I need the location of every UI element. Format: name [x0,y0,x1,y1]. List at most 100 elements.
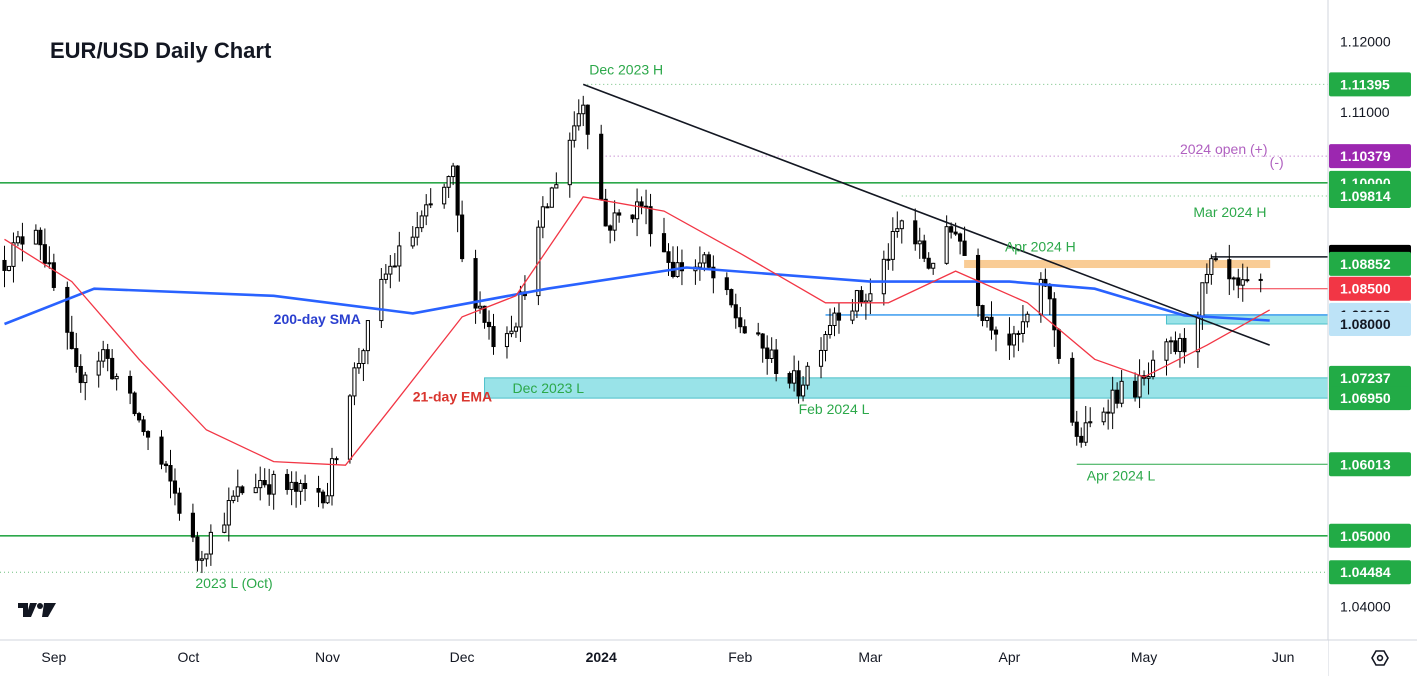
tradingview-logo[interactable] [18,603,56,617]
candle-body-148 [926,257,931,269]
candle-body-64 [397,245,402,267]
candle-body-40 [253,487,258,494]
candle-body-36 [226,500,231,526]
price-tag-3[interactable] [1329,144,1411,169]
candle-body-70 [442,186,447,205]
candle-body-67 [419,215,424,229]
candle-body-17 [105,349,110,359]
annotation-3: 2024 open (+) [1180,141,1268,157]
price-tick-0: 1.12000 [1340,34,1391,50]
candle-body-123 [769,349,774,360]
candle-body-96 [603,198,608,227]
price-tag-1[interactable] [1329,523,1411,548]
candle-body-164 [1025,313,1030,323]
candle-body-63 [392,265,397,268]
price-tag-label-7: 1.08500 [1340,281,1391,297]
candle-body-199 [1245,279,1250,282]
candle-body-16 [101,349,106,362]
price-tag-label-6: 1.08852 [1340,256,1391,272]
candle-body-50 [316,488,321,493]
candle-body-133 [832,312,837,327]
candle-body-187 [1173,340,1178,352]
candle-body-68 [424,204,429,217]
candle-body-30 [190,512,195,538]
time-tick-8: May [1131,649,1157,665]
candle-body-190 [1195,315,1200,353]
candle-body-97 [608,225,613,231]
candle-body-115 [724,277,729,291]
time-axis-panel[interactable] [0,640,1328,676]
downtrend-line[interactable] [582,83,1270,346]
time-tick-6: Mar [858,649,882,665]
candle-body-58 [361,350,366,365]
price-tag-9[interactable] [1329,312,1411,336]
candle-body-98 [612,212,617,231]
candle-body-167 [1047,285,1052,300]
candle-body-143 [895,228,900,232]
candle-body-161 [1011,333,1017,346]
levels-layer [0,83,1328,573]
candle-body-35 [222,524,227,533]
tradingview-logo-dot [37,603,43,609]
price-tag-11[interactable] [1329,386,1411,411]
candle-body-69 [428,203,433,206]
time-tick-4: 2024 [586,649,617,665]
price-tag-10[interactable] [1329,365,1411,390]
candle-body-104 [648,206,653,235]
price-tag-label-9: 1.08000 [1340,316,1391,332]
candle-body-1 [6,265,12,271]
candle-body-189 [1182,337,1187,353]
settings-icon[interactable] [1371,650,1389,666]
candle-body-138 [863,300,868,303]
candle-body-9 [51,262,56,288]
candle-body-113 [706,254,711,268]
candle-body-179 [1119,380,1124,404]
candle-body-176 [1106,411,1111,414]
candle-body-74 [460,214,465,260]
price-tag-7[interactable] [1329,276,1411,301]
candle-body-122 [765,347,770,360]
candle-body-101 [635,201,640,220]
price-tag-label-2: 1.11395 [1340,76,1390,92]
price-tag-label-13: 1.04484 [1340,564,1391,580]
time-tick-9: Jun [1272,649,1295,665]
price-tag-4[interactable] [1329,183,1411,208]
candle-body-29 [177,492,182,514]
time-tick-7: Apr [999,649,1021,665]
candle-body-166 [1043,278,1048,287]
candle-body-135 [850,310,855,321]
candle-body-61 [383,273,388,280]
candle-body-152 [953,231,958,235]
time-tick-0: Sep [41,649,66,665]
candle-body-4 [20,236,25,245]
price-tag-2[interactable] [1329,72,1411,97]
candle-body-178 [1115,389,1120,404]
candle-body-157 [984,316,990,322]
candle-body-200 [1258,278,1263,281]
candle-body-188 [1177,337,1183,352]
candle-body-114 [711,266,716,279]
candle-body-94 [585,104,590,135]
price-tag-6[interactable] [1329,251,1411,276]
candle-body-173 [1083,422,1088,443]
candle-body-90 [567,139,572,186]
candle-body-139 [868,293,873,302]
candle-body-46 [289,481,294,490]
candle-body-163 [1020,321,1025,334]
price-tag-12[interactable] [1329,452,1411,477]
candle-body-41 [258,480,263,489]
tradingview-logo-tail [42,603,56,617]
chart-title: EUR/USD Daily Chart [50,38,272,63]
candle-body-49 [303,482,308,490]
time-tick-3: Dec [450,649,475,665]
price-tag-13[interactable] [1329,560,1411,585]
annotations-layer: Dec 2023 H Mar 2024 H Apr 2024 H 2024 open … [195,61,1283,591]
candle-body-20 [128,375,133,394]
candle-body-32 [199,558,204,561]
candle-body-145 [913,220,918,245]
candle-body-162 [1016,332,1021,335]
candle-body-150 [944,226,949,264]
price-tick-1: 1.11000 [1340,104,1390,120]
candle-body-116 [729,289,734,306]
